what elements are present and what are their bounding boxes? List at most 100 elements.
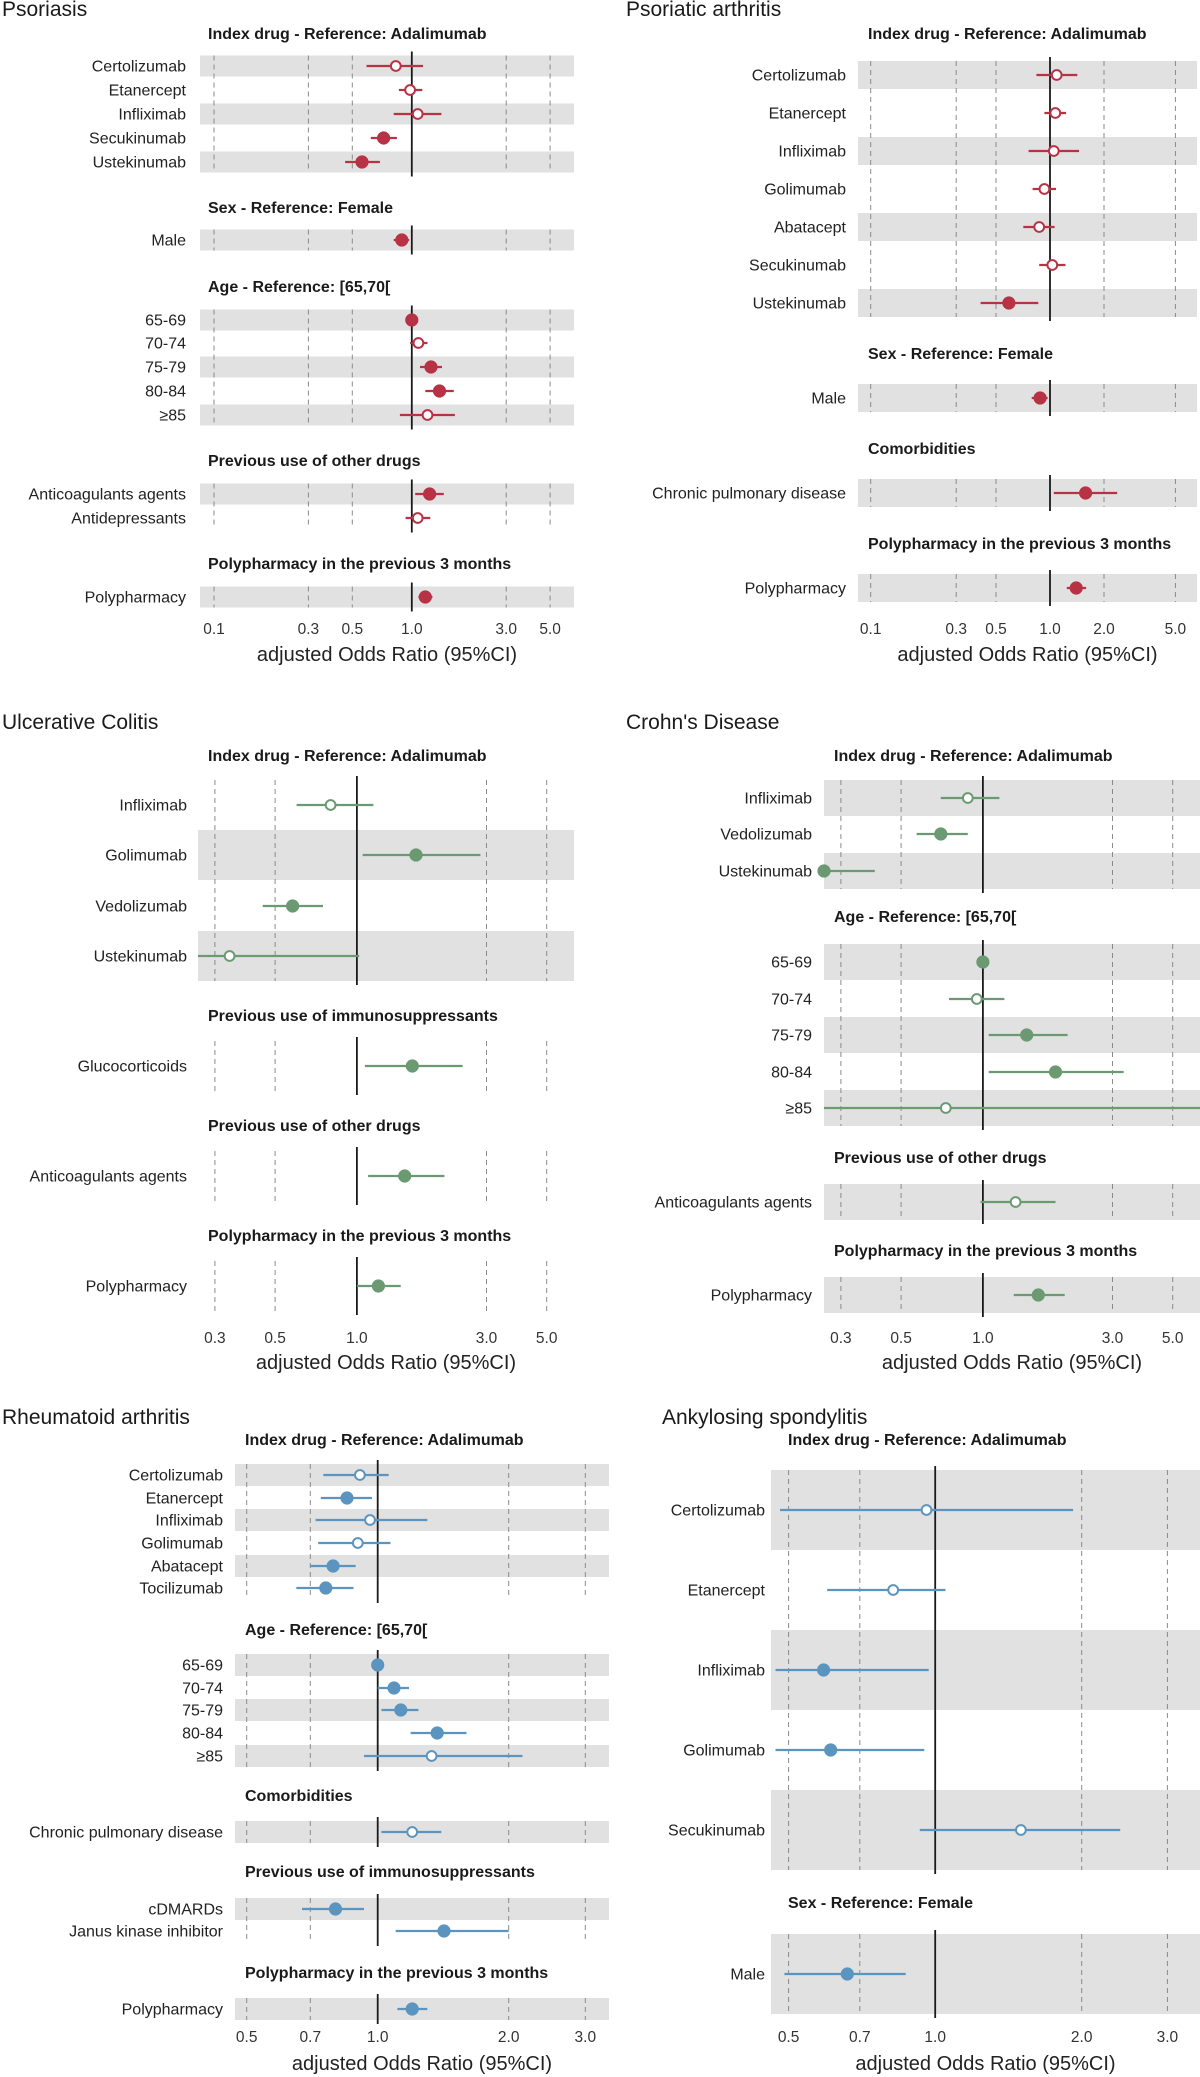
panel-title: Rheumatoid arthritis bbox=[2, 1406, 190, 1429]
row-label: Anticoagulants agents bbox=[29, 487, 186, 504]
x-tick-label: 0.1 bbox=[860, 621, 882, 638]
x-tick-label: 0.5 bbox=[890, 1330, 912, 1347]
row-band bbox=[200, 586, 574, 608]
row-label: Secukinumab bbox=[668, 1823, 765, 1840]
row-band bbox=[235, 1555, 609, 1577]
point-estimate bbox=[1038, 183, 1051, 195]
row-label: Certolizumab bbox=[671, 1503, 765, 1520]
point-estimate bbox=[976, 955, 990, 969]
row-label: Certolizumab bbox=[129, 1468, 223, 1485]
point-estimate bbox=[1020, 1028, 1034, 1042]
panel-psoriasis: Psoriasis Index drug - Reference: Adalimu… bbox=[2, 0, 574, 666]
point-estimate bbox=[418, 590, 432, 604]
x-tick-label: 0.7 bbox=[849, 2029, 871, 2046]
point-estimate bbox=[351, 1537, 364, 1549]
x-tick-label: 3.0 bbox=[476, 1330, 498, 1347]
row-label: Infliximab bbox=[119, 798, 187, 815]
data-marks bbox=[775, 1504, 1121, 1981]
panel-title: Psoriatic arthritis bbox=[626, 0, 781, 21]
x-tick-label: 5.0 bbox=[1162, 1330, 1184, 1347]
point-estimate bbox=[1033, 391, 1047, 405]
row-label: Infliximab bbox=[744, 791, 812, 808]
point-estimate bbox=[377, 131, 391, 145]
row-band bbox=[235, 1464, 609, 1486]
point-estimate bbox=[354, 1469, 366, 1481]
row-label: Etanercept bbox=[109, 83, 187, 100]
row-band bbox=[824, 944, 1200, 980]
row-label: Ustekinumab bbox=[753, 296, 846, 313]
point-estimate bbox=[939, 1102, 952, 1114]
section-title: Index drug - Reference: Adalimumab bbox=[208, 748, 487, 765]
row-label: 75-79 bbox=[771, 1028, 812, 1045]
x-axis-label: adjusted Odds Ratio (95%CI) bbox=[897, 644, 1157, 666]
x-tick-label: 0.5 bbox=[264, 1330, 286, 1347]
x-tick-label: 0.5 bbox=[342, 621, 364, 638]
row-bands bbox=[824, 780, 1200, 1313]
gridlines bbox=[870, 57, 1176, 606]
gridlines bbox=[213, 51, 551, 612]
point-estimate bbox=[887, 1584, 900, 1596]
row-label: Chronic pulmonary disease bbox=[652, 486, 846, 503]
x-tick-label: 1.0 bbox=[401, 621, 423, 638]
point-estimate bbox=[389, 60, 402, 72]
section-title: Previous use of other drugs bbox=[208, 1118, 421, 1135]
point-estimate bbox=[355, 155, 369, 169]
row-label: Ustekinumab bbox=[719, 864, 812, 881]
row-label: Chronic pulmonary disease bbox=[29, 1825, 223, 1842]
point-estimate bbox=[934, 827, 948, 841]
row-label: cDMARDs bbox=[148, 1902, 223, 1919]
point-estimate bbox=[1048, 1065, 1063, 1079]
point-estimate bbox=[920, 1504, 933, 1516]
section-title: Sex - Reference: Female bbox=[868, 346, 1053, 363]
row-label: Etanercept bbox=[769, 106, 847, 123]
section-title: Polypharmacy in the previous 3 months bbox=[245, 1965, 548, 1982]
row-label: Certolizumab bbox=[752, 68, 846, 85]
point-estimate bbox=[1002, 296, 1016, 310]
x-tick-label: 0.1 bbox=[203, 621, 225, 638]
row-label: Polypharmacy bbox=[122, 2002, 223, 2019]
row-label: Male bbox=[811, 391, 846, 408]
section-title: Index drug - Reference: Adalimumab bbox=[868, 26, 1147, 43]
row-label: Infliximab bbox=[118, 107, 186, 124]
x-tick-label: 5.0 bbox=[1165, 621, 1187, 638]
section-title: Index drug - Reference: Adalimumab bbox=[834, 748, 1113, 765]
panel-title: Ankylosing spondylitis bbox=[662, 1406, 867, 1429]
row-band bbox=[200, 309, 574, 331]
point-estimate bbox=[840, 1967, 854, 1981]
x-axis-label: adjusted Odds Ratio (95%CI) bbox=[292, 2053, 552, 2075]
row-label: ≥85 bbox=[159, 408, 186, 425]
labels: Rheumatoid arthritis Index drug - Referen… bbox=[2, 1406, 596, 2075]
row-band bbox=[824, 853, 1200, 889]
point-estimate bbox=[970, 993, 983, 1005]
panel-title: Ulcerative Colitis bbox=[2, 711, 158, 734]
row-bands bbox=[771, 1470, 1200, 2014]
point-estimate bbox=[394, 1703, 408, 1717]
section-title: Comorbidities bbox=[868, 441, 976, 458]
point-estimate bbox=[405, 313, 419, 327]
labels: Psoriatic arthritis Index drug - Referenc… bbox=[626, 0, 1187, 666]
row-bands bbox=[858, 61, 1197, 602]
labels: Ulcerative Colitis Index drug - Reference… bbox=[2, 711, 558, 1374]
section-title: Sex - Reference: Female bbox=[788, 1895, 973, 1912]
point-estimate bbox=[398, 1169, 412, 1183]
row-label: 65-69 bbox=[771, 955, 812, 972]
section-title: Polypharmacy in the previous 3 months bbox=[208, 556, 511, 573]
row-label: Golimumab bbox=[683, 1743, 765, 1760]
row-band bbox=[858, 61, 1197, 89]
point-estimate bbox=[371, 1279, 385, 1293]
row-label: 80-84 bbox=[182, 1726, 223, 1743]
row-band bbox=[824, 1277, 1200, 1313]
point-estimate bbox=[406, 1826, 419, 1838]
x-tick-label: 0.7 bbox=[300, 2029, 322, 2046]
point-estimate bbox=[437, 1924, 451, 1938]
row-bands bbox=[235, 1464, 609, 2020]
row-label: Polypharmacy bbox=[85, 590, 186, 607]
x-tick-label: 1.0 bbox=[924, 2029, 946, 2046]
row-band bbox=[200, 483, 574, 505]
row-bands bbox=[200, 55, 574, 608]
section-title: Comorbidities bbox=[245, 1788, 353, 1805]
row-label: Ustekinumab bbox=[94, 949, 187, 966]
section-title: Previous use of immunosuppressants bbox=[208, 1008, 498, 1025]
point-estimate bbox=[364, 1514, 376, 1526]
